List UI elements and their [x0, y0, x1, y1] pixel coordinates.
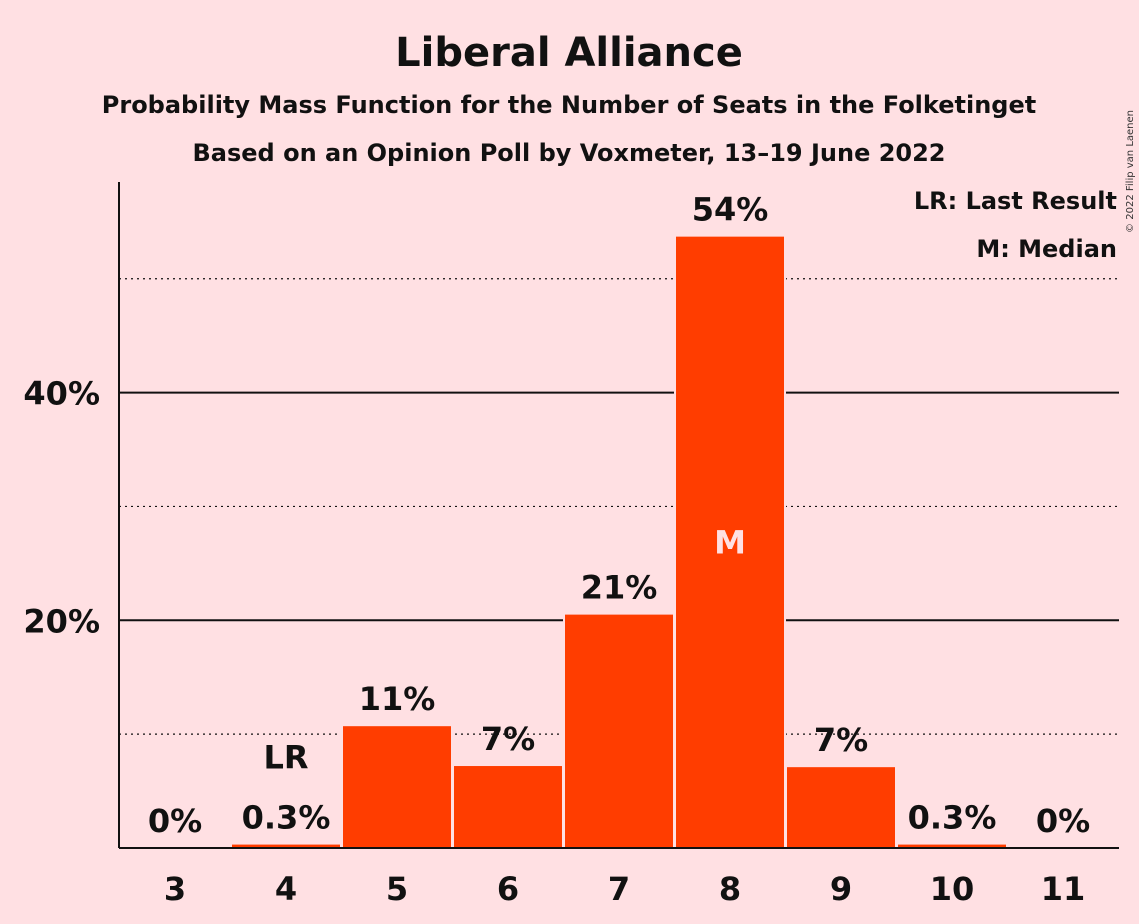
x-tick-4: 4: [275, 870, 297, 908]
bar-5: [343, 726, 451, 848]
chart-subtitle: Probability Mass Function for the Number…: [102, 91, 1036, 119]
data-label-11: 0%: [1036, 802, 1090, 840]
x-tick-6: 6: [497, 870, 519, 908]
bar-7: [565, 614, 673, 848]
x-tick-8: 8: [719, 870, 741, 908]
bar-10: [898, 844, 1006, 848]
last-result-marker: LR: [263, 739, 308, 777]
data-label-6: 7%: [481, 720, 535, 758]
copyright-note: © 2022 Filip van Laenen: [1125, 110, 1136, 233]
x-tick-5: 5: [386, 870, 408, 908]
data-label-8: 54%: [692, 191, 769, 229]
bar-6: [454, 766, 562, 848]
legend-last-result: LR: Last Result: [914, 187, 1117, 215]
y-tick-40: 40%: [23, 375, 100, 413]
x-tick-11: 11: [1041, 870, 1086, 908]
y-tick-labels: 20% 40%: [23, 375, 100, 641]
data-labels: 0% 0.3% LR 11% 7% 21% 54% M 7% 0.3% 0%: [148, 191, 1090, 840]
bars: [119, 234, 1119, 849]
bar-8: [676, 236, 784, 849]
chart-subtitle-2: Based on an Opinion Poll by Voxmeter, 13…: [193, 139, 946, 167]
data-label-7: 21%: [581, 569, 658, 607]
x-tick-10: 10: [930, 870, 975, 908]
legend-median: M: Median: [976, 235, 1117, 263]
axes: [118, 182, 1119, 849]
data-label-9: 7%: [814, 721, 868, 759]
data-label-3: 0%: [148, 802, 202, 840]
data-label-4: 0.3%: [242, 799, 331, 837]
y-tick-20: 20%: [23, 602, 100, 640]
median-marker: M: [714, 523, 746, 561]
x-tick-labels: 3 4 5 6 7 8 9 10 11: [164, 870, 1085, 908]
data-label-5: 11%: [359, 680, 436, 718]
x-tick-7: 7: [608, 870, 630, 908]
bar-4: [232, 844, 340, 848]
x-tick-9: 9: [830, 870, 852, 908]
data-label-10: 0.3%: [908, 799, 997, 837]
chart-title: Liberal Alliance: [395, 30, 743, 76]
x-tick-3: 3: [164, 870, 186, 908]
bar-9: [787, 767, 895, 848]
